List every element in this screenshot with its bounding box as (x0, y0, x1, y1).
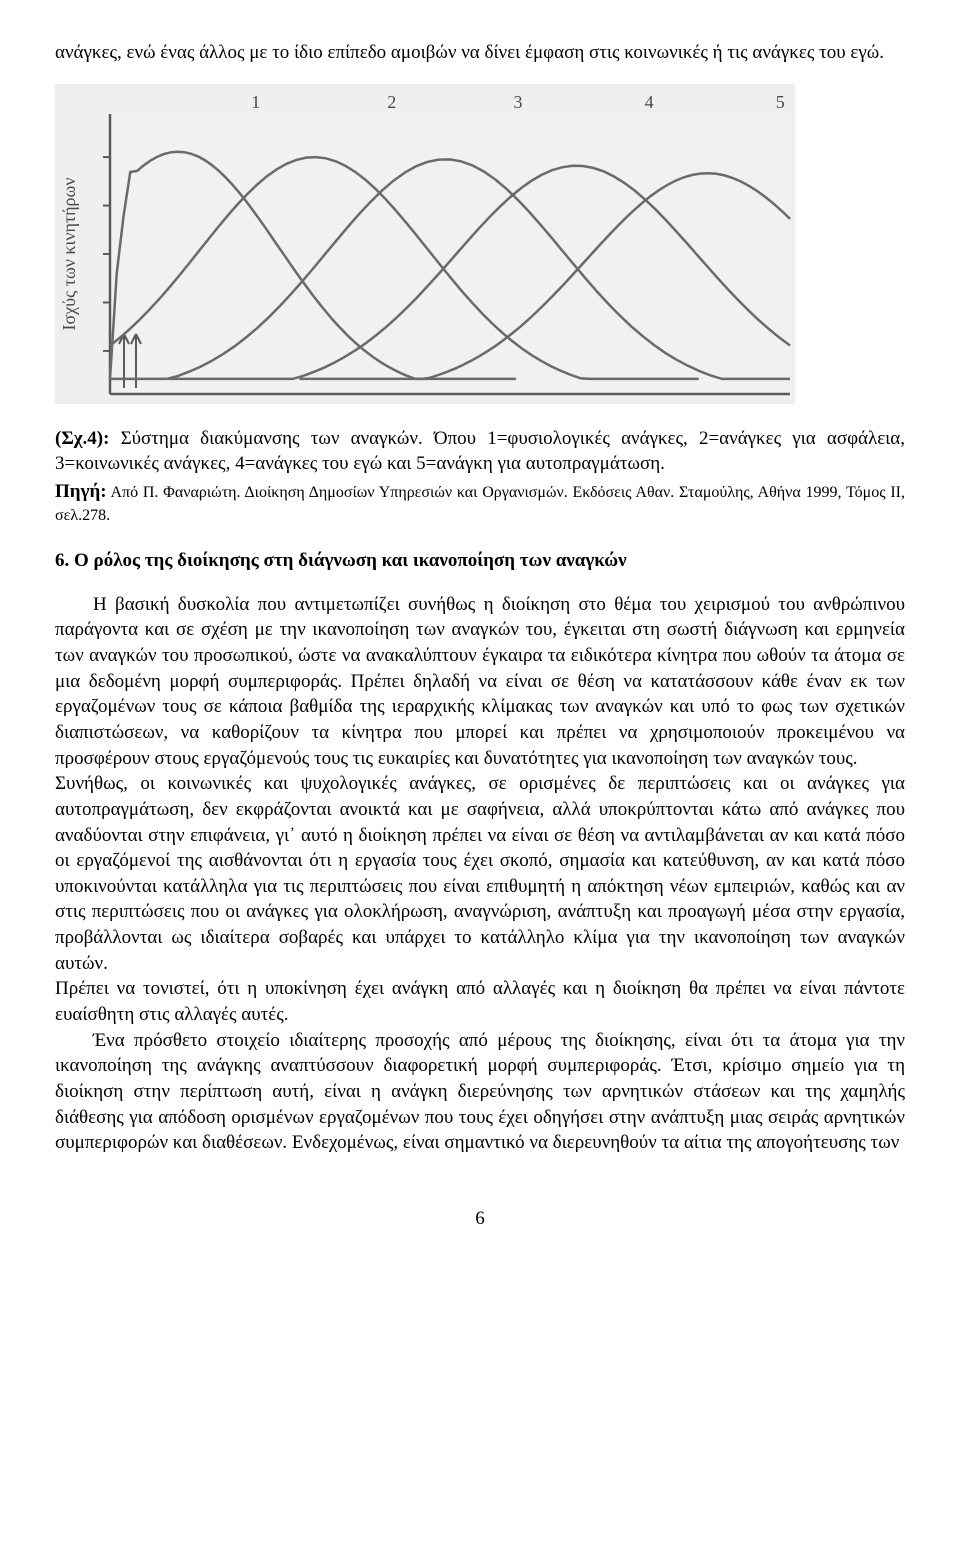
svg-text:3: 3 (514, 92, 523, 112)
svg-text:Ισχύς των κινητήρων: Ισχύς των κινητήρων (59, 177, 79, 330)
svg-text:1: 1 (251, 92, 260, 112)
paragraph-4: Ένα πρόσθετο στοιχείο ιδιαίτερης προσοχή… (55, 1028, 905, 1156)
svg-text:4: 4 (645, 92, 654, 112)
page-number: 6 (55, 1206, 905, 1232)
source-text: Από Π. Φαναριώτη. Διοίκηση Δημοσίων Υπηρ… (55, 484, 905, 524)
caption-text: Σύστημα διακύμανσης των αναγκών. Όπου 1=… (55, 428, 905, 475)
section-title: 6. Ο ρόλος της διοίκησης στη διάγνωση κα… (55, 548, 905, 574)
caption-prefix: (Σχ.4): (55, 428, 109, 449)
figure-source: Πηγή: Από Π. Φαναριώτη. Διοίκηση Δημοσίω… (55, 479, 905, 526)
paragraph-2: Συνήθως, οι κοινωνικές και ψυχολογικές α… (55, 771, 905, 976)
figure-chart: Ισχύς των κινητήρων 1 2 3 4 5 (55, 84, 795, 404)
chart-svg: Ισχύς των κινητήρων 1 2 3 4 5 (55, 84, 795, 404)
paragraph-1: Η βασική δυσκολία που αντιμετωπίζει συνή… (55, 592, 905, 771)
figure-caption: (Σχ.4): Σύστημα διακύμανσης των αναγκών.… (55, 426, 905, 477)
svg-text:2: 2 (387, 92, 396, 112)
source-label: Πηγή: (55, 481, 107, 502)
paragraph-3: Πρέπει να τονιστεί, ότι η υποκίνηση έχει… (55, 976, 905, 1027)
intro-paragraph: ανάγκες, ενώ ένας άλλος με το ίδιο επίπε… (55, 40, 905, 66)
svg-text:5: 5 (776, 92, 785, 112)
